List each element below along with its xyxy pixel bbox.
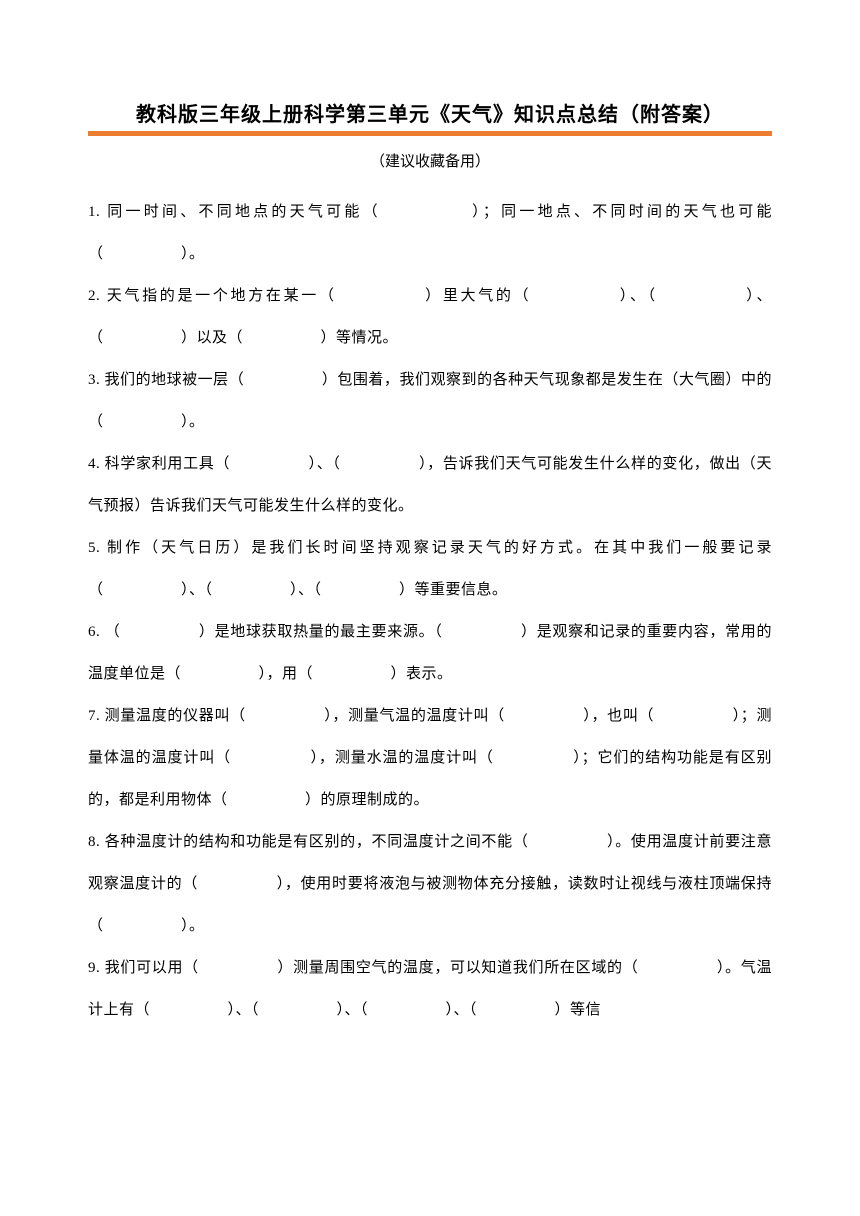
question-item-8: 8. 各种温度计的结构和功能是有区别的，不同温度计之间不能（ ）。使用温度计前要… — [88, 821, 772, 947]
question-item-4: 4. 科学家利用工具（ ）、（ ），告诉我们天气可能发生什么样的变化，做出（天气… — [88, 443, 772, 527]
question-item-5: 5. 制作（天气日历）是我们长时间坚持观察记录天气的好方式。在其中我们一般要记录… — [88, 527, 772, 611]
question-item-1: 1. 同一时间、不同地点的天气可能（ ）；同一地点、不同时间的天气也可能（ ）。 — [88, 191, 772, 275]
document-subtitle: （建议收藏备用） — [88, 150, 772, 171]
items-container: 1. 同一时间、不同地点的天气可能（ ）；同一地点、不同时间的天气也可能（ ）。… — [88, 191, 772, 1031]
question-item-2: 2. 天气指的是一个地方在某一（ ）里大气的（ ）、（ ）、（ ）以及（ ）等情… — [88, 275, 772, 359]
document-title: 教科版三年级上册科学第三单元《天气》知识点总结（附答案） — [88, 98, 772, 127]
question-item-6: 6. （ ）是地球获取热量的最主要来源。（ ）是观察和记录的重要内容，常用的温度… — [88, 611, 772, 695]
question-item-9: 9. 我们可以用（ ）测量周围空气的温度，可以知道我们所在区域的（ ）。气温计上… — [88, 947, 772, 1031]
title-underline — [88, 131, 772, 136]
question-item-3: 3. 我们的地球被一层（ ）包围着，我们观察到的各种天气现象都是发生在（大气圈）… — [88, 359, 772, 443]
question-item-7: 7. 测量温度的仪器叫（ ），测量气温的温度计叫（ ），也叫（ ）；测量体温的温… — [88, 695, 772, 821]
